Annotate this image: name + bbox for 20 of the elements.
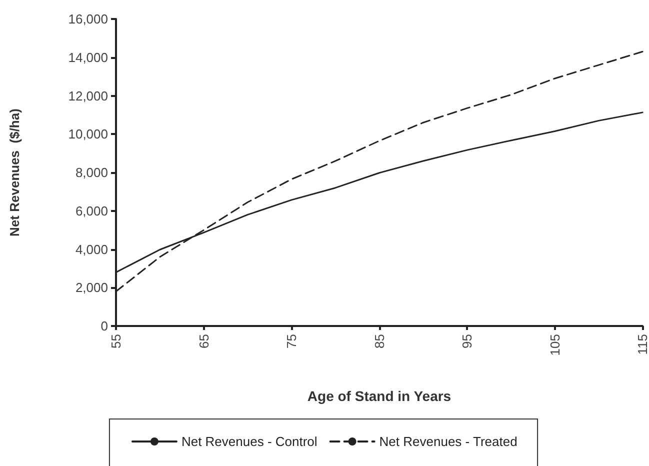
x-tick-label: 95	[460, 334, 474, 348]
y-axis-title: Net Revenues ($/ha)	[7, 108, 22, 236]
x-tick-label: 65	[196, 334, 212, 348]
y-tick-label: 4,000	[75, 242, 108, 257]
x-tick-label: 75	[284, 334, 299, 348]
y-tick-label: 6,000	[75, 203, 108, 218]
x-tick-label: 85	[372, 334, 387, 348]
legend-label: Net Revenues - Control	[181, 434, 318, 449]
y-tick-label: 8,000	[75, 165, 108, 180]
x-tick-label: 55	[108, 334, 124, 348]
y-tick-label: 14,000	[68, 50, 108, 65]
y-tick-label: 12,000	[68, 88, 108, 104]
y-tick-label: 16,000	[68, 12, 108, 26]
x-tick-label: 115	[635, 334, 649, 355]
x-axis-title: Age of Stand in Years	[307, 388, 452, 404]
x-tick-label: 105	[547, 334, 562, 356]
legend-label: Net Revenues - Treated	[379, 434, 518, 449]
y-tick-label: 10,000	[68, 126, 108, 142]
y-tick-label: 2,000	[75, 280, 108, 296]
y-tick-label: 0	[100, 318, 108, 334]
